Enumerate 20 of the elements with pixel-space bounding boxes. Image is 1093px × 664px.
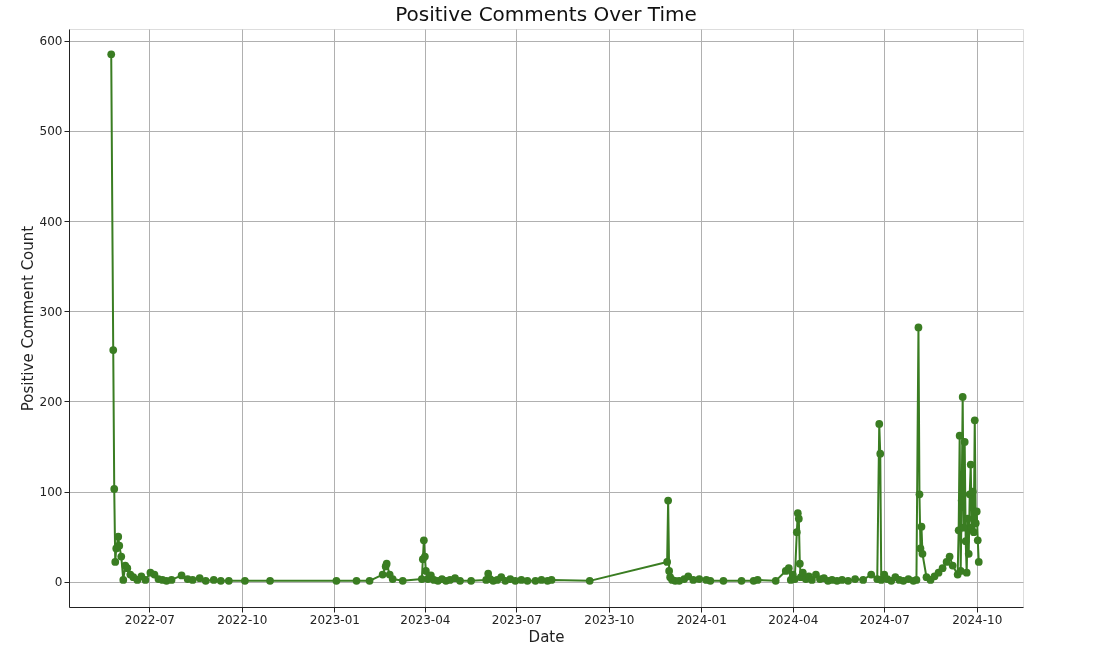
chart-title: Positive Comments Over Time: [395, 2, 697, 26]
y-tick-label: 100: [39, 485, 63, 500]
y-tick-label: 0: [54, 575, 63, 590]
x-tick-label: 2023-04: [400, 612, 451, 627]
x-tick-label: 2022-10: [217, 612, 268, 627]
x-tick-label: 2023-01: [309, 612, 360, 627]
x-tick-label: 2023-10: [584, 612, 635, 627]
x-tick-label: 2024-10: [952, 612, 1003, 627]
y-tick-label: 600: [39, 34, 63, 49]
x-tick-label: 2022-07: [124, 612, 175, 627]
x-tick-label: 2024-04: [768, 612, 819, 627]
y-tick-label: 400: [39, 214, 63, 229]
x-tick-label: 2024-01: [676, 612, 727, 627]
x-axis-title: Date: [528, 627, 565, 646]
y-tick-label: 500: [39, 124, 63, 139]
y-tick-label: 200: [39, 394, 63, 409]
x-tick-label: 2023-07: [491, 612, 542, 627]
y-axis-title: Positive Comment Count: [18, 225, 37, 412]
y-tick-label: 300: [39, 304, 63, 319]
x-tick-label: 2024-07: [859, 612, 910, 627]
